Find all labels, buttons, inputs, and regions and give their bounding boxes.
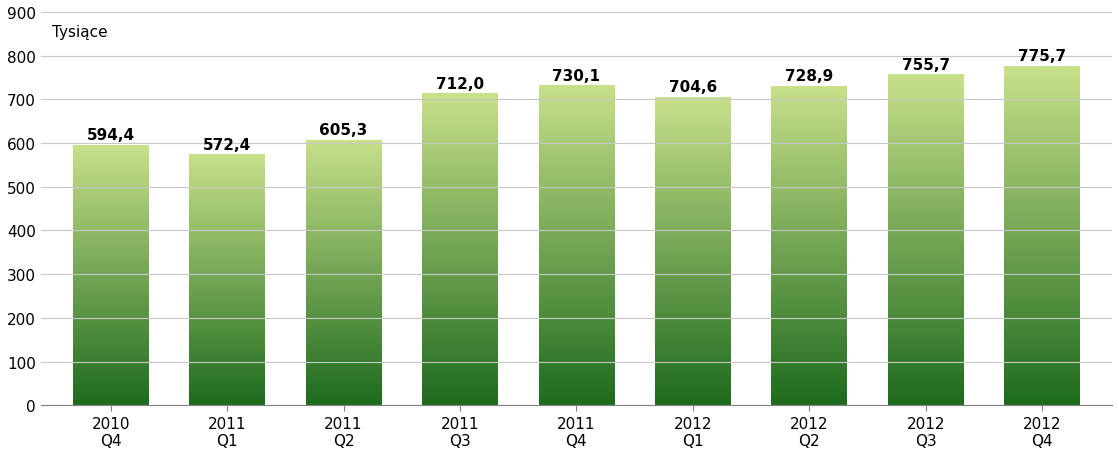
Text: 755,7: 755,7 bbox=[902, 57, 950, 72]
Text: 594,4: 594,4 bbox=[86, 128, 134, 143]
Text: Tysiące: Tysiące bbox=[51, 25, 107, 40]
Text: 712,0: 712,0 bbox=[436, 76, 485, 91]
Text: 728,9: 728,9 bbox=[786, 69, 834, 84]
Text: 572,4: 572,4 bbox=[203, 137, 252, 152]
Text: 730,1: 730,1 bbox=[553, 69, 601, 84]
Text: 775,7: 775,7 bbox=[1018, 49, 1066, 64]
Text: 605,3: 605,3 bbox=[319, 123, 368, 138]
Text: 704,6: 704,6 bbox=[669, 80, 717, 95]
